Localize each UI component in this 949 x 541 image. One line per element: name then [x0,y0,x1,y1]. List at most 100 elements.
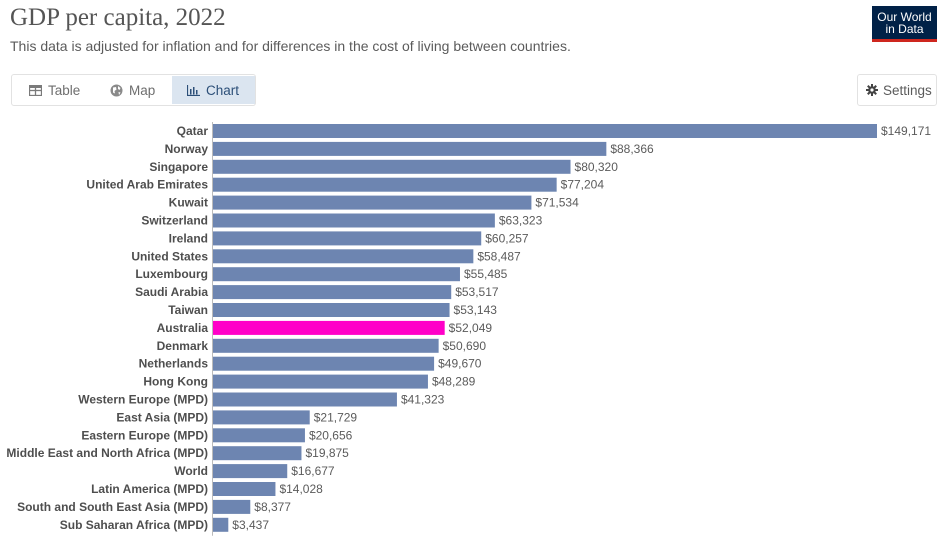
value-label: $49,670 [438,357,482,371]
bar-highlighted[interactable] [213,320,445,335]
category-label: Eastern Europe (MPD) [81,428,208,442]
value-label: $88,366 [610,142,654,156]
bar[interactable] [213,285,452,300]
bar-row[interactable]: Norway $88,366 [165,141,654,156]
bar[interactable] [213,374,428,389]
value-label: $53,143 [454,303,498,317]
bar[interactable] [213,177,557,192]
bar-row[interactable]: Western Europe (MPD) $41,323 [78,392,445,407]
bar[interactable] [213,410,310,425]
value-label: $41,323 [401,393,445,407]
tab-table-label: Table [48,82,81,98]
value-label: $50,690 [443,339,487,353]
bar-row[interactable]: Netherlands $49,670 [139,356,482,371]
bar-row[interactable]: Switzerland $63,323 [141,213,543,228]
tab-map-label: Map [129,82,156,98]
settings-button[interactable]: Settings [857,74,937,106]
bar[interactable] [213,159,571,174]
bar-row[interactable]: Qatar $149,171 [177,124,932,138]
value-label: $3,437 [232,518,269,532]
value-label: $77,204 [561,178,605,192]
bar[interactable] [213,267,460,282]
bar-row[interactable]: Luxembourg $55,485 [135,267,508,282]
bar-row[interactable]: Eastern Europe (MPD) $20,656 [81,428,353,443]
category-label: Norway [165,142,209,156]
bar-chart-icon [187,84,200,96]
category-label: East Asia (MPD) [116,410,208,424]
bar-row[interactable]: Sub Saharan Africa (MPD) $3,437 [60,517,270,532]
bar-row[interactable]: United Arab Emirates $77,204 [86,177,605,192]
bar[interactable] [213,338,439,353]
chart-title: GDP per capita, 2022 [10,4,226,31]
value-label: $14,028 [279,482,323,496]
category-label: Saudi Arabia [135,285,208,299]
bar[interactable] [213,517,229,532]
bar-row[interactable]: Hong Kong $48,289 [143,374,476,389]
owid-logo[interactable]: Our World in Data [872,6,937,42]
value-label: $71,534 [535,196,579,210]
category-label: Taiwan [168,303,208,317]
chart-subtitle: This data is adjusted for inflation and … [10,38,571,54]
category-label: Switzerland [141,214,208,228]
bar[interactable] [213,213,495,228]
value-label: $8,377 [254,500,291,514]
tab-map[interactable]: Map [94,75,172,105]
value-label: $60,257 [485,231,529,245]
value-label: $20,656 [309,428,353,442]
settings-label: Settings [883,82,932,98]
bar[interactable] [213,392,397,407]
bar-chart: Qatar $149,171 Norway $88,366 Singapore $80,3… [6,122,932,536]
category-label: Ireland [169,231,208,245]
value-label: $16,677 [291,464,335,478]
bar[interactable] [213,482,276,496]
bar-row[interactable]: United States $58,487 [131,249,521,264]
value-label: $63,323 [499,214,543,228]
tab-table[interactable]: Table [12,75,94,105]
category-label: Kuwait [169,196,208,210]
value-label: $149,171 [881,124,931,138]
bar[interactable] [213,356,435,371]
value-label: $53,517 [455,285,499,299]
bar-row[interactable]: Singapore $80,320 [149,159,618,174]
category-label: Singapore [149,160,208,174]
tab-chart-label: Chart [206,82,240,98]
bar-row[interactable]: Ireland $60,257 [169,231,529,246]
category-label: Sub Saharan Africa (MPD) [60,518,208,532]
bar[interactable] [213,195,532,210]
category-label: Netherlands [139,357,209,371]
bar-row[interactable]: South and South East Asia (MPD) $8,377 [17,499,291,514]
bar-row[interactable]: Latin America (MPD) $14,028 [91,482,323,496]
bar-row[interactable]: Kuwait $71,534 [169,195,579,210]
category-label: United States [131,249,208,263]
bar[interactable] [213,303,450,317]
value-label: $58,487 [477,249,521,263]
category-label: Qatar [177,124,209,138]
value-label: $48,289 [432,375,476,389]
bar-row[interactable]: Australia $52,049 [157,320,493,335]
table-icon [29,84,42,96]
bar-row[interactable]: Taiwan $53,143 [168,303,497,317]
bar[interactable] [213,231,482,246]
bar[interactable] [213,464,288,479]
bar-row[interactable]: Saudi Arabia $53,517 [135,285,499,300]
tab-chart[interactable]: Chart [172,76,255,104]
bar-row[interactable]: Denmark $50,690 [157,338,487,353]
bar[interactable] [213,428,305,443]
bar-row[interactable]: Middle East and North Africa (MPD) $19,87… [6,446,349,461]
view-tabs: Table Map Chart [11,74,256,106]
bar[interactable] [213,446,302,461]
logo-line-2: in Data [885,22,924,36]
category-label: Western Europe (MPD) [78,393,208,407]
category-label: Australia [157,321,209,335]
bar[interactable] [213,141,607,156]
category-label: South and South East Asia (MPD) [17,500,208,514]
category-label: Denmark [157,339,209,353]
bar-row[interactable]: World $16,677 [174,464,335,479]
bar-row[interactable]: East Asia (MPD) $21,729 [116,410,357,425]
category-label: Hong Kong [143,375,208,389]
bar[interactable] [213,249,474,264]
category-label: World [174,464,208,478]
category-label: Middle East and North Africa (MPD) [6,446,208,460]
bar[interactable] [213,499,251,514]
bar[interactable] [213,124,877,138]
